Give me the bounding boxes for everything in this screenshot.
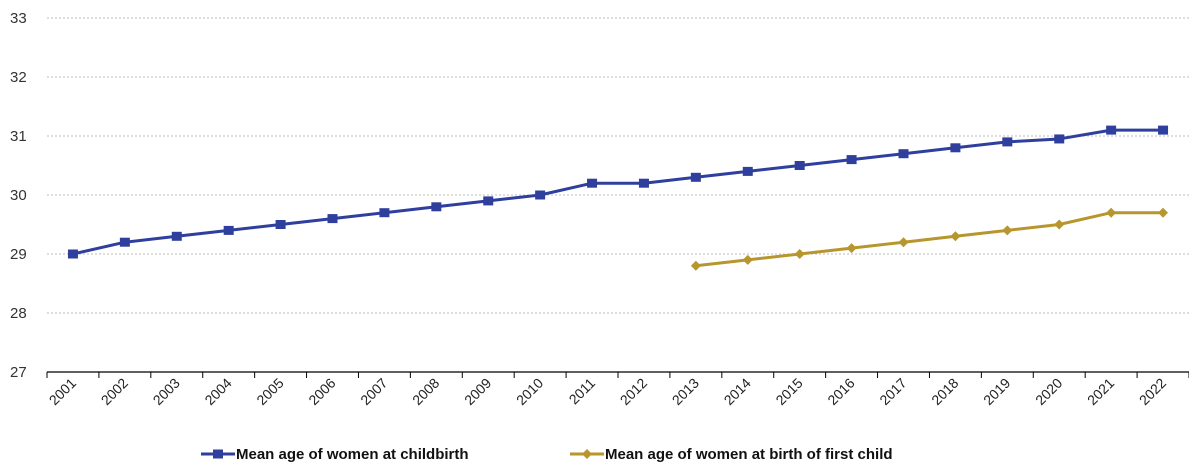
x-tick-label: 2013 [669, 375, 702, 408]
legend-label: Mean age of women at birth of first chil… [605, 446, 893, 462]
data-point-marker [690, 172, 701, 182]
x-tick-label: 2021 [1084, 375, 1117, 408]
data-point-marker [794, 161, 805, 170]
data-point-marker [1002, 225, 1013, 236]
data-point-marker [742, 166, 753, 176]
x-tick-label: 2008 [409, 375, 442, 408]
data-point-marker [1106, 125, 1117, 135]
data-point-marker [742, 254, 753, 265]
y-tick-label: 30 [10, 187, 27, 204]
x-tick-label: 2006 [305, 375, 338, 408]
y-tick-label: 28 [10, 305, 27, 322]
data-point-marker [846, 155, 857, 165]
data-point-marker [950, 231, 961, 242]
data-point-marker [794, 249, 805, 259]
data-point-marker [535, 190, 546, 200]
x-tick-label: 2012 [617, 375, 650, 408]
x-tick-label: 2011 [566, 375, 599, 408]
data-point-marker [1158, 207, 1169, 218]
x-tick-label: 2003 [150, 375, 183, 408]
y-tick-label: 27 [10, 364, 27, 381]
y-tick-label: 32 [10, 69, 27, 86]
data-point-marker [898, 149, 909, 159]
data-point-marker [1002, 137, 1013, 147]
x-tick-label: 2014 [721, 375, 754, 408]
data-point-marker [379, 208, 390, 218]
x-tick-label: 2001 [46, 375, 79, 408]
x-tick-label: 2015 [772, 375, 805, 408]
data-point-marker [638, 178, 649, 188]
x-tick-label: 2022 [1136, 375, 1169, 408]
legend-swatch-marker [213, 449, 223, 459]
legend-item: Mean age of women at childbirth [201, 446, 469, 462]
series-1 [67, 125, 1169, 259]
data-point-marker [587, 178, 598, 188]
data-point-marker [327, 214, 338, 224]
x-tick-label: 2020 [1032, 375, 1065, 408]
x-tick-label: 2004 [201, 375, 234, 408]
data-point-marker [950, 143, 961, 153]
x-tick-label: 2016 [824, 375, 857, 408]
data-point-marker [275, 220, 286, 229]
series-2 [690, 207, 1169, 271]
y-tick-label: 29 [10, 246, 27, 263]
data-point-marker [1158, 125, 1169, 135]
grid-lines [47, 17, 1189, 314]
data-point-marker [431, 202, 442, 212]
data-point-marker [483, 196, 494, 206]
data-point-marker [690, 260, 701, 271]
series-group [67, 125, 1169, 271]
legend: Mean age of women at childbirth Mean age … [201, 446, 893, 462]
data-point-marker [1054, 134, 1065, 144]
x-axis: 2001 2002 2003 2004 2005 2006 2007 2008 2009 2010… [46, 371, 1189, 408]
y-tick-label: 33 [10, 10, 27, 27]
x-tick-label: 2010 [513, 375, 546, 408]
x-tick-label: 2002 [98, 375, 131, 408]
y-axis-ticks: 27 28 29 30 31 32 33 [10, 10, 27, 381]
data-point-marker [1054, 219, 1065, 230]
data-point-marker [898, 237, 909, 248]
x-tick-label: 2019 [980, 375, 1013, 408]
data-point-marker [119, 237, 130, 247]
data-point-marker [223, 225, 234, 235]
x-tick-label: 2007 [357, 375, 390, 408]
legend-item: Mean age of women at birth of first chil… [570, 446, 893, 462]
y-tick-label: 31 [10, 128, 27, 145]
data-point-marker [846, 243, 857, 254]
x-tick-label: 2009 [461, 375, 494, 408]
data-point-marker [67, 249, 78, 259]
x-tick-label: 2018 [928, 375, 961, 408]
legend-swatch-marker [582, 449, 592, 459]
data-point-marker [171, 231, 182, 241]
x-tick-label: 2017 [876, 375, 909, 408]
series-line [72, 128, 1164, 256]
legend-label: Mean age of women at childbirth [236, 446, 469, 462]
data-point-marker [1106, 207, 1117, 218]
x-tick-label: 2005 [253, 375, 286, 408]
series-line [695, 211, 1164, 268]
